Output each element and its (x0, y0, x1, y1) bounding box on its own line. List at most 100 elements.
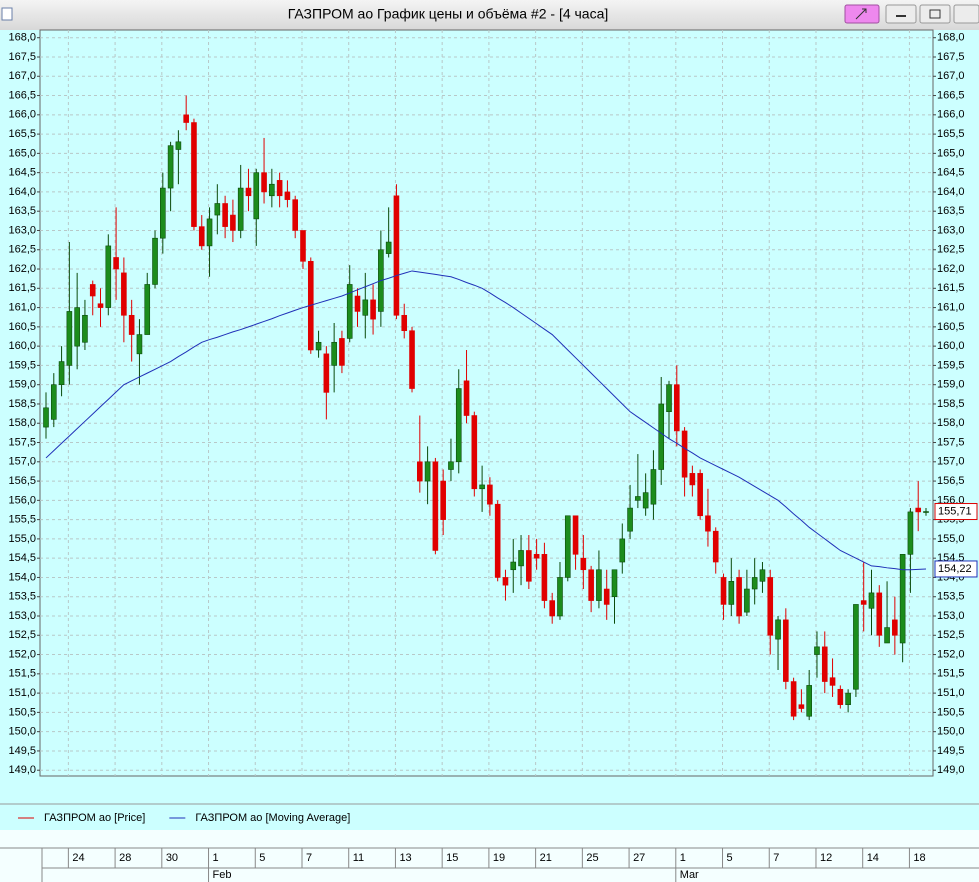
candle-body (339, 338, 345, 366)
candle-body (175, 141, 182, 150)
y-tick-label: 149,0 (937, 764, 965, 776)
y-tick-label: 164,5 (937, 167, 965, 179)
candle-body (385, 241, 392, 254)
candle-body (635, 496, 641, 501)
y-tick-label: 160,5 (8, 321, 36, 333)
y-tick-label: 155,0 (937, 533, 965, 545)
candle-body (105, 245, 112, 308)
candle-body (113, 257, 119, 270)
x-tick-label: 24 (72, 852, 84, 864)
candle-body (829, 677, 836, 686)
y-tick-label: 155,5 (8, 514, 36, 526)
candle-body (198, 226, 205, 247)
candle-body (775, 619, 781, 640)
candle-body (222, 203, 228, 227)
candle-body (868, 592, 875, 609)
moving-average-line (45, 270, 927, 571)
y-tick-label: 150,5 (8, 706, 36, 718)
candle-body (899, 554, 906, 644)
candle-body (549, 600, 555, 617)
candle-body (74, 307, 80, 347)
candle-body (533, 554, 540, 559)
candle-body (214, 203, 221, 216)
candle-body (720, 577, 727, 605)
candle-body (603, 588, 610, 605)
candle-body (284, 191, 291, 200)
candle-body (58, 361, 65, 385)
y-tick-label: 168,0 (8, 32, 36, 44)
close-button[interactable] (953, 4, 979, 24)
candle-body (907, 511, 914, 555)
x-tick-label: 18 (913, 852, 925, 864)
y-tick-label: 150,0 (8, 726, 36, 738)
y-tick-label: 165,5 (8, 128, 36, 140)
candle-body (448, 461, 454, 470)
y-tick-label: 166,0 (937, 109, 965, 121)
y-tick-label: 150,0 (937, 726, 965, 738)
x-tick-label: 14 (867, 852, 879, 864)
pin-button[interactable] (844, 4, 880, 24)
candle-body (43, 407, 49, 428)
candle-body (191, 122, 197, 227)
candle-body (564, 515, 571, 578)
candle-body (66, 311, 73, 366)
x-tick-label: 1 (213, 852, 219, 864)
minimize-button[interactable] (885, 4, 917, 24)
candle-body (611, 569, 618, 598)
candle-body (276, 180, 283, 197)
y-tick-label: 167,5 (8, 51, 36, 63)
x-tick-label: 25 (586, 852, 598, 864)
candle-body (759, 569, 766, 582)
candle-body (705, 515, 711, 532)
candle-body (673, 384, 680, 432)
y-tick-label: 166,5 (937, 89, 965, 101)
candle-body (518, 550, 524, 567)
candle-body (751, 577, 758, 590)
candle-body (300, 230, 306, 262)
last-value-label: 154,22 (938, 563, 972, 575)
candle-body (136, 334, 143, 355)
candle-body (440, 480, 446, 520)
x-tick-label: 13 (399, 852, 411, 864)
y-tick-label: 161,5 (8, 282, 36, 294)
candle-body (121, 272, 127, 316)
candle-body (650, 469, 657, 505)
x-tick-label: 7 (773, 852, 779, 864)
y-tick-label: 159,0 (937, 379, 965, 391)
restore-icon (929, 9, 941, 19)
y-tick-label: 164,5 (8, 167, 36, 179)
y-tick-label: 166,5 (8, 89, 36, 101)
candle-body (860, 600, 867, 605)
candle-body (323, 353, 330, 393)
candle-body (923, 511, 929, 513)
x-tick-label: 5 (727, 852, 733, 864)
y-tick-label: 150,5 (937, 706, 965, 718)
candle-body (479, 484, 485, 490)
y-tick-label: 152,5 (8, 629, 36, 641)
candle-body (619, 538, 626, 563)
y-tick-label: 162,0 (937, 263, 965, 275)
y-tick-label: 162,0 (8, 263, 36, 275)
y-tick-label: 153,5 (937, 591, 965, 603)
x-tick-label: 19 (493, 852, 505, 864)
y-tick-label: 165,0 (8, 147, 36, 159)
x-tick-label: 12 (820, 852, 832, 864)
x-tick-label: 15 (446, 852, 458, 864)
x-tick-label: 30 (166, 852, 178, 864)
y-tick-label: 155,0 (8, 533, 36, 545)
candle-body (253, 172, 260, 220)
y-tick-label: 149,5 (937, 745, 965, 757)
y-tick-label: 160,0 (937, 340, 965, 352)
y-tick-label: 165,5 (937, 128, 965, 140)
restore-button[interactable] (919, 4, 951, 24)
candle-body (50, 384, 57, 420)
y-tick-label: 159,0 (8, 379, 36, 391)
candle-body (884, 627, 890, 644)
legend-label: ГАЗПРОМ ао [Moving Average] (195, 812, 350, 824)
y-tick-label: 151,0 (937, 687, 965, 699)
candle-body (837, 688, 844, 705)
candle-body (160, 187, 166, 239)
candle-body (401, 314, 408, 332)
y-tick-label: 158,0 (8, 417, 36, 429)
